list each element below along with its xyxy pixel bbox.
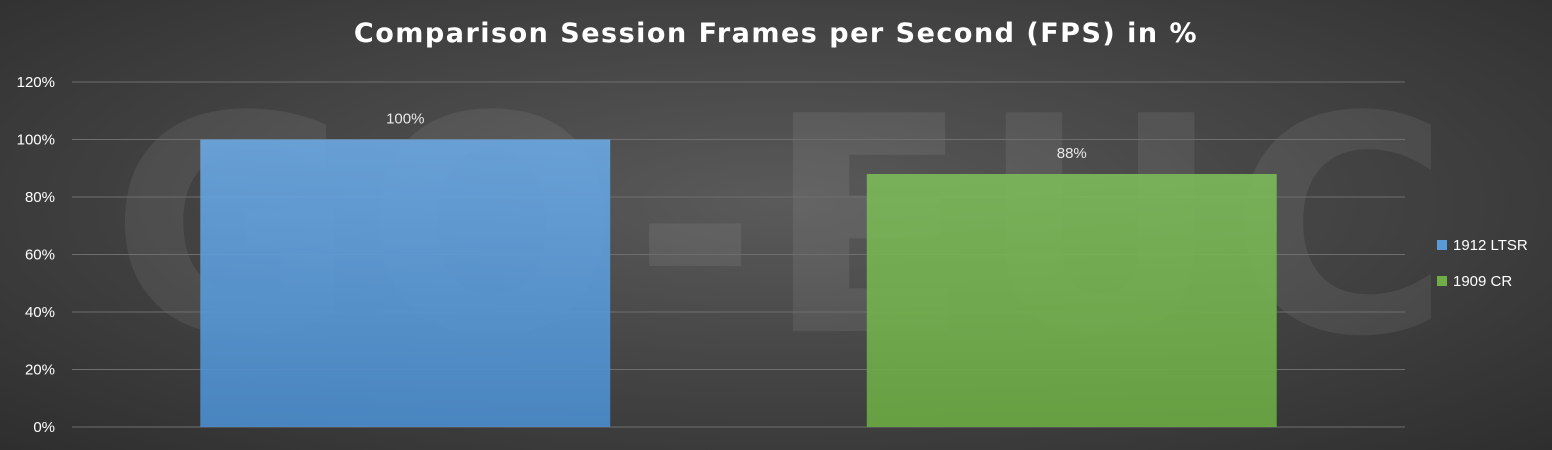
bars <box>200 139 1277 427</box>
data-labels: 100% 88% <box>386 111 1087 163</box>
legend-label: 1909 CR <box>1453 272 1513 290</box>
y-tick-label: 60% <box>25 247 55 264</box>
y-tick-label: 100% <box>17 132 55 149</box>
chart-title: Comparison Session Frames per Second (FP… <box>353 18 1199 49</box>
data-label: 100% <box>386 111 424 128</box>
y-axis-tick-labels: 0% 20% 40% 60% 80% 100% 120% <box>17 74 55 436</box>
y-tick-label: 20% <box>25 362 55 379</box>
legend-label: 1912 LTSR <box>1453 236 1528 254</box>
legend: 1912 LTSR 1909 CR <box>1437 227 1528 299</box>
legend-swatch-1912-ltsr <box>1437 240 1447 250</box>
data-label: 88% <box>1057 145 1087 162</box>
legend-item: 1909 CR <box>1437 263 1528 299</box>
y-tick-label: 0% <box>33 419 55 436</box>
legend-item: 1912 LTSR <box>1437 227 1528 263</box>
bar-1912-ltsr <box>200 139 611 427</box>
bar-1909-cr <box>866 174 1277 427</box>
y-tick-label: 80% <box>25 189 55 206</box>
y-tick-label: 120% <box>17 74 55 91</box>
y-tick-label: 40% <box>25 304 55 321</box>
legend-swatch-1909-cr <box>1437 276 1447 286</box>
